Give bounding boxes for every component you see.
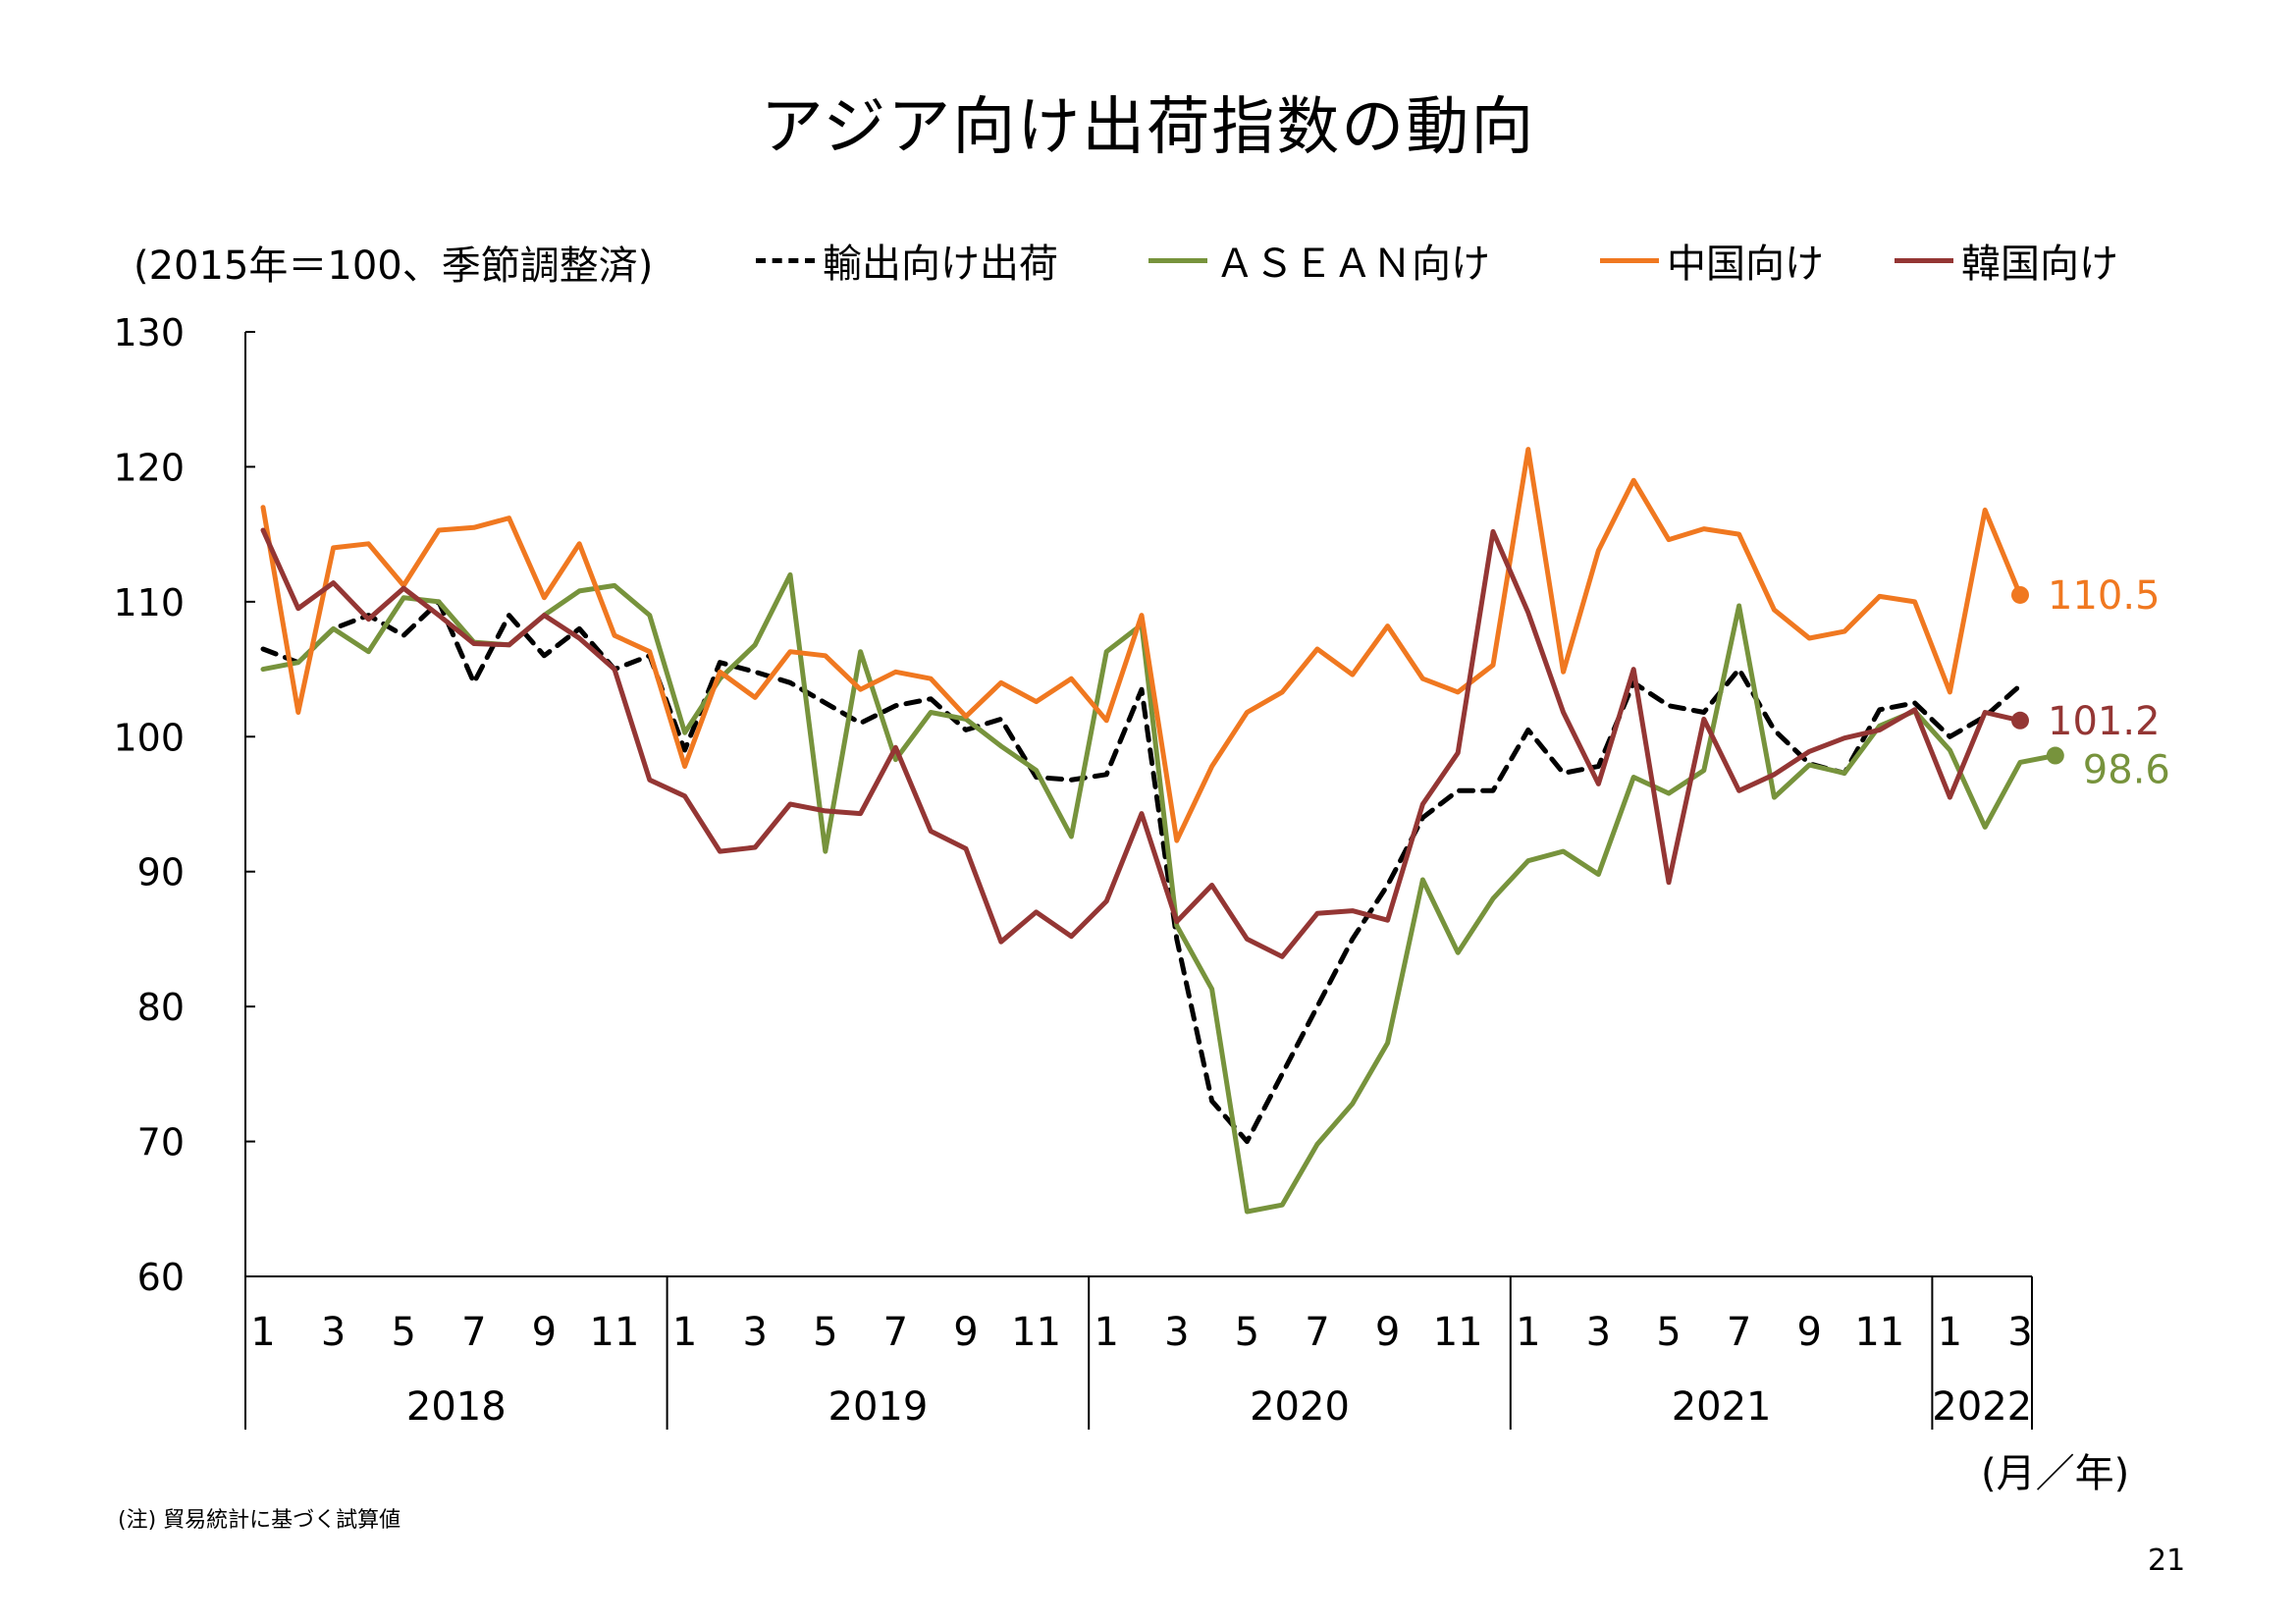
legend-label-china: 中国向け bbox=[1667, 242, 1824, 287]
x-tick-label: 11 bbox=[590, 1310, 640, 1355]
legend-label-export-total: 輸出向け出荷 bbox=[823, 242, 1058, 287]
year-label: 2021 bbox=[1672, 1384, 1772, 1430]
y-tick-label: 60 bbox=[137, 1256, 185, 1299]
year-label: 2022 bbox=[1932, 1384, 2032, 1430]
x-tick-label: 11 bbox=[1433, 1310, 1483, 1355]
end-label-asean: 98.6 bbox=[2083, 748, 2170, 793]
x-tick-label: 9 bbox=[532, 1310, 557, 1355]
legend-label-korea: 韓国向け bbox=[1961, 242, 2118, 287]
y-tick-label: 80 bbox=[137, 986, 185, 1029]
legend-item-korea: 韓国向け bbox=[1895, 232, 2118, 289]
chart-title: アジア向け出荷指数の動向 bbox=[760, 91, 1536, 164]
unit-note: (2015年＝100、季節調整済) bbox=[133, 244, 654, 289]
x-tick-label: 9 bbox=[953, 1310, 978, 1355]
end-marker-korea bbox=[2011, 711, 2029, 730]
legend: 輸出向け出荷 ＡＳＥＡＮ向け 中国向け 韓国向け bbox=[0, 232, 2296, 287]
x-tick-label: 1 bbox=[1094, 1310, 1118, 1355]
legend-item-asean: ＡＳＥＡＮ向け bbox=[1148, 232, 1490, 289]
x-tick-label: 5 bbox=[1656, 1310, 1681, 1355]
legend-swatch-export-total bbox=[756, 257, 815, 263]
x-tick-label: 3 bbox=[1164, 1310, 1189, 1355]
legend-swatch-asean bbox=[1148, 257, 1207, 263]
y-tick-label: 100 bbox=[113, 716, 185, 759]
x-tick-label: 1 bbox=[1938, 1310, 1962, 1355]
x-tick-label: 5 bbox=[813, 1310, 837, 1355]
y-tick-label: 130 bbox=[113, 311, 185, 354]
end-marker-china bbox=[2011, 585, 2029, 604]
x-tick-label: 11 bbox=[1854, 1310, 1904, 1355]
x-tick-label: 3 bbox=[742, 1310, 767, 1355]
y-tick-label: 120 bbox=[113, 446, 185, 489]
x-tick-label: 5 bbox=[391, 1310, 415, 1355]
x-tick-label: 7 bbox=[1305, 1310, 1329, 1355]
page-number: 21 bbox=[2148, 1543, 2186, 1578]
y-tick-label: 110 bbox=[113, 581, 185, 624]
x-tick-label: 3 bbox=[321, 1310, 346, 1355]
footnote: (注) 貿易統計に基づく試算値 bbox=[118, 1508, 401, 1533]
legend-swatch-korea bbox=[1895, 257, 1953, 263]
legend-item-export-total: 輸出向け出荷 bbox=[756, 232, 1058, 289]
year-label: 2020 bbox=[1250, 1384, 1350, 1430]
x-tick-label: 7 bbox=[1727, 1310, 1751, 1355]
x-tick-label: 7 bbox=[461, 1310, 486, 1355]
x-tick-label: 3 bbox=[1586, 1310, 1611, 1355]
year-label: 2018 bbox=[406, 1384, 507, 1430]
x-tick-label: 1 bbox=[672, 1310, 697, 1355]
series-line-export_total bbox=[260, 599, 2023, 1145]
end-label-korea: 101.2 bbox=[2048, 699, 2161, 744]
series-line-china bbox=[260, 447, 2023, 843]
end-label-china: 110.5 bbox=[2048, 573, 2161, 619]
x-tick-label: 1 bbox=[250, 1310, 275, 1355]
year-label: 2019 bbox=[828, 1384, 929, 1430]
y-tick-label: 90 bbox=[137, 851, 185, 894]
series-line-korea bbox=[260, 527, 2023, 959]
legend-swatch-china bbox=[1600, 257, 1659, 263]
x-tick-label: 9 bbox=[1796, 1310, 1821, 1355]
x-tick-label: 7 bbox=[883, 1310, 908, 1355]
x-tick-label: 11 bbox=[1011, 1310, 1061, 1355]
x-tick-label: 5 bbox=[1235, 1310, 1259, 1355]
series-line-asean bbox=[260, 571, 2058, 1215]
legend-label-asean: ＡＳＥＡＮ向け bbox=[1215, 242, 1490, 287]
x-tick-label: 9 bbox=[1375, 1310, 1400, 1355]
x-tick-label: 1 bbox=[1516, 1310, 1540, 1355]
end-marker-asean bbox=[2046, 746, 2064, 765]
y-tick-label: 70 bbox=[137, 1121, 185, 1164]
x-axis-unit: (月／年) bbox=[1981, 1451, 2130, 1496]
x-tick-label: 3 bbox=[2007, 1310, 2032, 1355]
legend-item-china: 中国向け bbox=[1600, 232, 1824, 289]
